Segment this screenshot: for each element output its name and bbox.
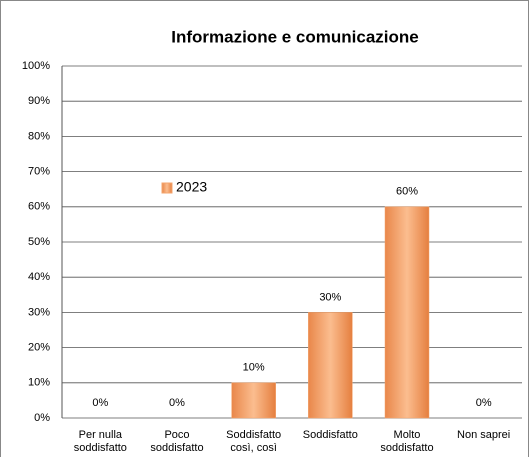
- data-label: 0%: [169, 397, 185, 409]
- y-tick-label: 0%: [34, 412, 50, 424]
- legend-swatch: [161, 182, 173, 194]
- y-tick-label: 70%: [28, 166, 50, 178]
- data-label: 0%: [476, 397, 492, 409]
- y-tick-label: 40%: [28, 271, 50, 283]
- data-label: 60%: [396, 186, 418, 198]
- x-tick-label: Poco soddisfatto: [150, 429, 204, 454]
- y-tick-label: 50%: [28, 236, 50, 248]
- data-label: 0%: [92, 397, 108, 409]
- y-tick-label: 100%: [22, 60, 50, 72]
- x-tick-label: Soddisfatto: [302, 429, 358, 441]
- data-label: 30%: [319, 291, 341, 303]
- y-tick-label: 80%: [28, 130, 50, 142]
- y-tick-label: 60%: [28, 201, 50, 213]
- chart-title: Informazione e comunicazione: [171, 27, 419, 46]
- legend-label: 2023: [176, 179, 207, 195]
- x-tick-label: Per nulla soddisfatto: [73, 429, 127, 454]
- bar: [384, 206, 430, 419]
- x-tick-label: Non saprei: [457, 429, 511, 441]
- y-tick-label: 30%: [28, 306, 50, 318]
- y-tick-label: 10%: [28, 377, 50, 389]
- bar: [231, 382, 276, 419]
- bar: [308, 312, 353, 419]
- data-label: 10%: [243, 362, 265, 374]
- y-tick-label: 20%: [28, 342, 50, 354]
- y-tick-label: 90%: [28, 95, 50, 107]
- x-tick-label: Soddisfatto così, così: [226, 429, 282, 454]
- x-tick-label: Molto soddisfatto: [380, 429, 434, 454]
